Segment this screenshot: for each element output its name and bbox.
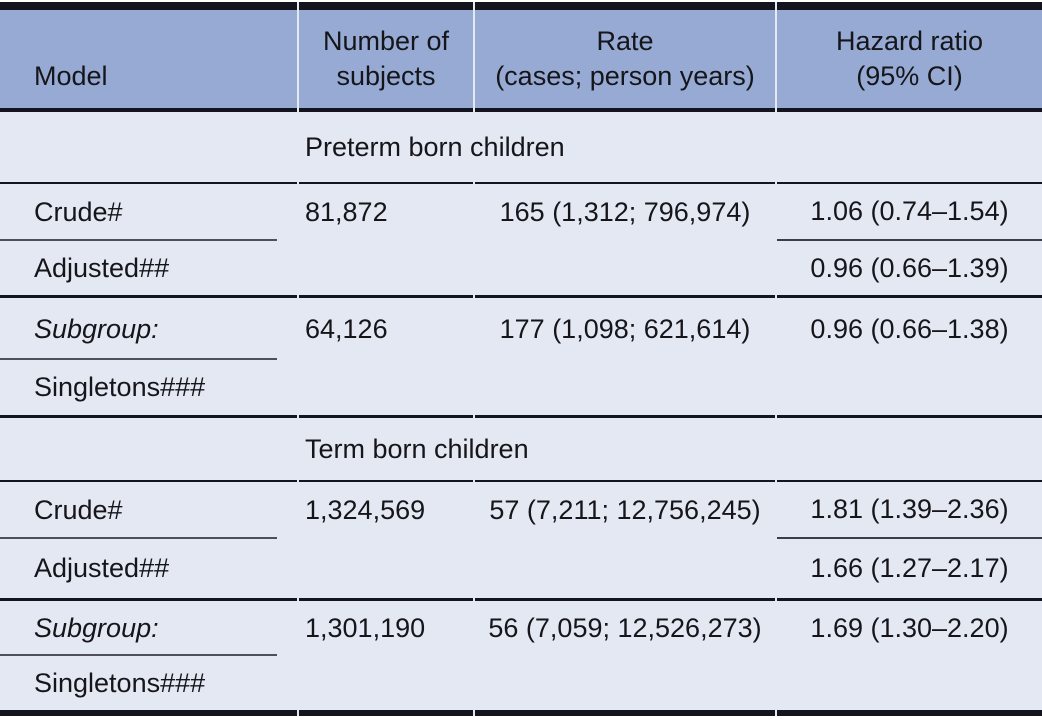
rate-value: 165 (1,312; 796,974) — [499, 197, 751, 227]
header-rate: Rate (cases; person years) — [475, 2, 775, 112]
section-title-preterm: Preterm born children — [299, 112, 565, 184]
empty-cell — [777, 112, 1042, 184]
empty-cell — [475, 539, 775, 601]
section-title-term: Term born children — [299, 418, 529, 482]
empty-cell — [299, 241, 473, 298]
empty-cell — [475, 241, 775, 298]
subjects-value: 1,324,569 — [305, 495, 426, 525]
empty-cell — [777, 656, 1042, 716]
empty-cell — [0, 112, 297, 184]
empty-cell — [299, 656, 473, 716]
model-label: Adjusted## — [0, 539, 297, 601]
hazard-ratio-value: 1.66 (1.27–2.17) — [777, 539, 1042, 601]
subjects-value: 64,126 — [305, 313, 388, 344]
empty-cell — [0, 418, 297, 482]
model-label: Crude# — [0, 482, 297, 539]
model-label: Adjusted## — [0, 241, 297, 298]
hazard-ratio-value: 1.06 (0.74–1.54) — [777, 184, 1042, 241]
empty-cell — [299, 360, 473, 418]
empty-cell — [475, 360, 775, 418]
empty-cell — [475, 656, 775, 716]
hazard-ratio-value: 0.96 (0.66–1.38) — [810, 313, 1009, 344]
empty-cell — [777, 360, 1042, 418]
rate-value: 177 (1,098; 621,614) — [499, 313, 751, 344]
model-label: Subgroup: — [0, 298, 297, 360]
header-number-of-subjects: Number of subjects — [299, 2, 473, 112]
hazard-ratio-value: 1.69 (1.30–2.20) — [810, 613, 1009, 643]
empty-cell — [299, 539, 473, 601]
subjects-value: 81,872 — [305, 197, 388, 227]
subjects-value: 1,301,190 — [305, 613, 426, 643]
rate-value: 56 (7,059; 12,526,273) — [488, 613, 762, 643]
model-label: Subgroup: — [0, 601, 297, 656]
empty-cell — [475, 418, 775, 482]
header-model: Model — [0, 2, 297, 112]
model-label: Singletons### — [0, 360, 297, 418]
empty-cell — [475, 112, 775, 184]
header-hazard-ratio: Hazard ratio (95% CI) — [777, 2, 1042, 112]
empty-cell — [777, 418, 1042, 482]
model-label: Crude# — [0, 184, 297, 241]
rate-value: 57 (7,211; 12,756,245) — [489, 495, 761, 525]
hazard-ratio-value: 1.81 (1.39–2.36) — [777, 482, 1042, 539]
model-label: Singletons### — [0, 656, 297, 716]
hazard-ratio-value: 0.96 (0.66–1.39) — [777, 241, 1042, 298]
